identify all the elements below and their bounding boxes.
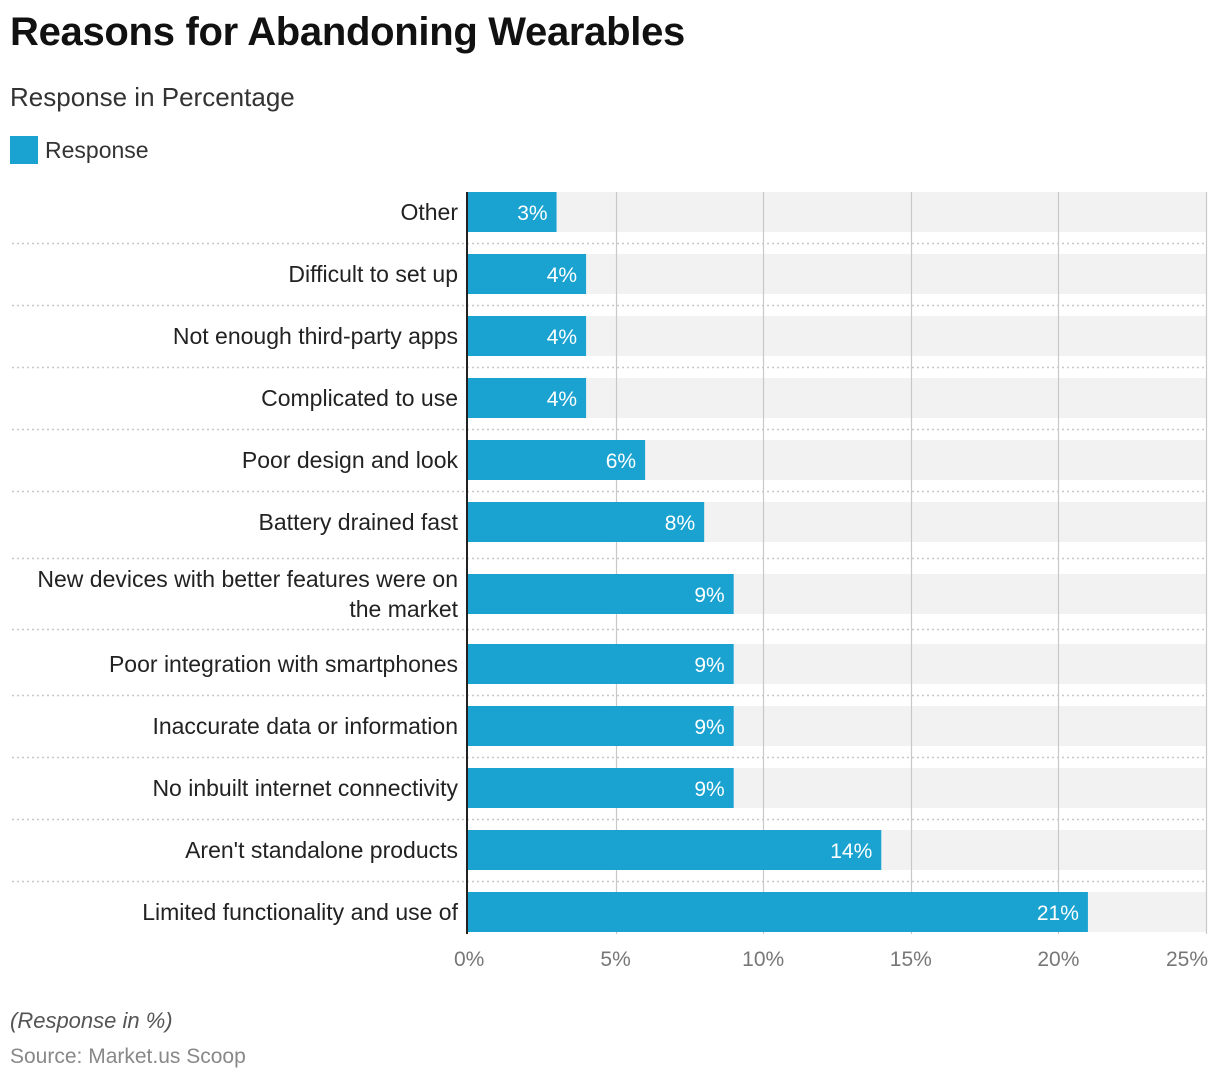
bar-value-label: 3% [517,202,547,225]
bar-value-label: 8% [665,512,695,535]
bar-track [468,192,1206,232]
bar [468,316,587,356]
legend-label: Response [45,136,149,163]
category-label: No inbuilt internet connectivity [152,775,458,801]
category-label: Limited functionality and use of [142,899,458,925]
bar-track [468,254,1206,294]
category-label: Poor integration with smartphones [109,651,458,677]
x-tick-label: 10% [742,948,784,971]
bar [468,254,587,294]
bar-value-label: 4% [547,388,577,411]
bar [468,706,734,746]
source-note: Source: Market.us Scoop [10,1045,246,1068]
legend: Response [10,136,149,164]
bar-value-label: 21% [1037,902,1079,925]
bar-value-label: 4% [547,326,577,349]
bar [468,830,882,870]
x-tick-label: 5% [600,948,630,971]
bar-value-label: 14% [830,840,872,863]
bar-value-label: 9% [694,584,724,607]
bar-value-label: 4% [547,264,577,287]
bar [468,378,587,418]
x-tick-label: 25% [1166,948,1208,971]
category-label: Battery drained fast [259,509,459,535]
bar [468,440,646,480]
bar [468,768,734,808]
bar-value-label: 9% [694,778,724,801]
bar [468,502,705,542]
chart-subtitle: Response in Percentage [10,82,295,112]
bar-chart: 3% 4% 4% 4% 6% 8% 9% 9% 9% 9% 14% 21% Other Difficult… [12,192,1208,971]
category-label: the market [349,596,458,622]
legend-swatch [10,136,38,164]
category-label: Inaccurate data or information [152,713,458,739]
category-label: Aren't standalone products [185,837,458,863]
category-label: Not enough third-party apps [173,323,458,349]
chart-title: Reasons for Abandoning Wearables [10,10,685,54]
bar-value-label: 9% [694,716,724,739]
x-tick-label: 20% [1037,948,1079,971]
bar [468,192,557,232]
bar-value-label: 9% [694,654,724,677]
category-label: New devices with better features were on [37,566,458,592]
bar-value-label: 6% [606,450,636,473]
category-label: Other [400,199,458,225]
footnote: (Response in %) [10,1008,173,1033]
x-tick-label: 15% [890,948,932,971]
x-tick-label: 0% [454,948,484,971]
bar-track [468,378,1206,418]
bar-track [468,316,1206,356]
bar [468,892,1088,932]
bar [468,574,734,614]
category-label: Complicated to use [261,385,458,411]
category-label: Difficult to set up [288,261,458,287]
category-label: Poor design and look [242,447,459,473]
bar [468,644,734,684]
